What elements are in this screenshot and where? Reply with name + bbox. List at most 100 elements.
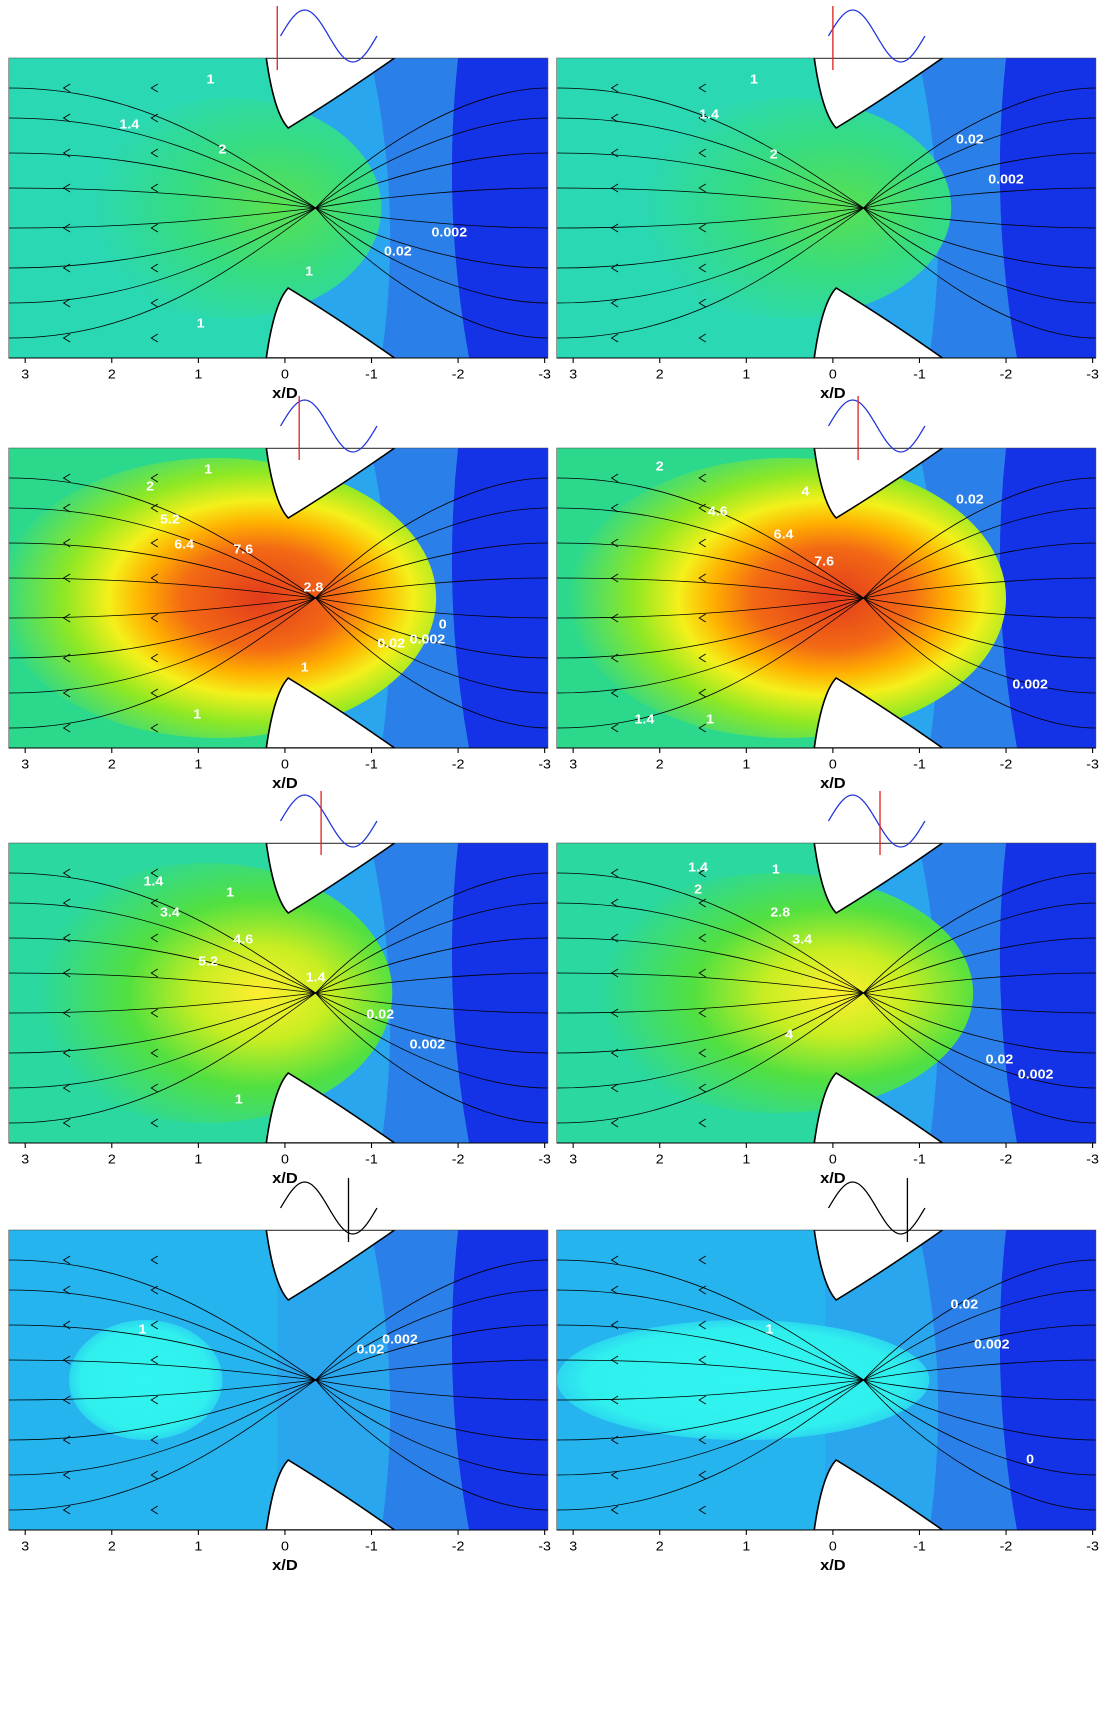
contour-label: 1 xyxy=(765,1322,773,1336)
arrowhead xyxy=(610,1505,619,1515)
nozzle-top xyxy=(265,58,396,129)
arrowhead xyxy=(698,1008,707,1018)
contour-label: 1 xyxy=(301,660,309,674)
contour-label: 2.8 xyxy=(304,580,324,594)
contour-label: 2 xyxy=(146,479,154,493)
x-tick-label: -2 xyxy=(1000,1539,1013,1553)
field-core xyxy=(556,1320,930,1440)
nozzle-bottom xyxy=(265,1459,396,1530)
arrowhead xyxy=(610,868,619,878)
nozzle-bottom xyxy=(813,1459,944,1530)
x-tick-label: 3 xyxy=(569,367,577,381)
arrowhead xyxy=(698,473,707,483)
plot-area xyxy=(8,58,548,358)
contour-label: 0.002 xyxy=(432,225,468,239)
arrowhead xyxy=(62,1048,71,1058)
x-tick-label: -2 xyxy=(452,1539,465,1553)
streamline xyxy=(556,207,1096,339)
x-tick-label: -2 xyxy=(1000,367,1013,381)
arrowhead xyxy=(62,148,71,158)
x-tick-label: -3 xyxy=(538,1539,551,1553)
arrowhead xyxy=(610,1435,619,1445)
contour-label: 2 xyxy=(219,142,227,156)
x-tick-label: -1 xyxy=(913,367,926,381)
arrowhead xyxy=(150,1118,159,1128)
arrowhead xyxy=(62,83,71,93)
nozzle-top xyxy=(813,843,944,914)
x-tick-label: 0 xyxy=(829,1539,837,1553)
contour-label: 1.4 xyxy=(144,874,164,888)
arrowhead xyxy=(698,1255,707,1265)
arrowhead xyxy=(62,1505,71,1515)
streamline xyxy=(8,992,548,1124)
arrowhead xyxy=(62,688,71,698)
plot-area xyxy=(8,1230,548,1530)
arrowhead xyxy=(62,968,71,978)
arrowhead xyxy=(62,1395,71,1405)
x-tick-label: -2 xyxy=(452,1152,465,1166)
streamline xyxy=(8,1379,548,1401)
x-tick-label: 0 xyxy=(829,1152,837,1166)
arrowhead xyxy=(698,613,707,623)
x-tick-label: -2 xyxy=(1000,1152,1013,1166)
arrowhead xyxy=(150,868,159,878)
contour-label: 5.2 xyxy=(160,512,180,526)
streamline xyxy=(8,577,548,599)
arrowhead xyxy=(150,1048,159,1058)
contour-label: 1.4 xyxy=(634,712,654,726)
panel: 1.4 1 2 2.83.4 4 0.02 0.002 3 2 1 0 -1 -2 -3 x/D xyxy=(556,791,1099,1187)
phase-sine xyxy=(827,1181,926,1235)
x-tick-label: 2 xyxy=(656,367,664,381)
arrowhead xyxy=(150,298,159,308)
contour-label: 4.6 xyxy=(233,932,253,946)
contour-label: 0.002 xyxy=(1018,1067,1054,1081)
arrowhead xyxy=(150,968,159,978)
contour-label: 1 xyxy=(235,1092,243,1106)
streamline xyxy=(8,597,548,619)
field-right xyxy=(451,1230,548,1530)
field-band xyxy=(918,1230,1017,1530)
arrowhead xyxy=(62,1083,71,1093)
arrowhead xyxy=(62,503,71,513)
contour-label: 0.02 xyxy=(366,1007,394,1021)
streamline xyxy=(556,1379,1096,1401)
arrowhead xyxy=(62,473,71,483)
arrowhead xyxy=(150,223,159,233)
plot-area xyxy=(8,843,548,1143)
arrowhead xyxy=(698,1285,707,1295)
arrowhead xyxy=(150,473,159,483)
contour-label: 0.02 xyxy=(357,1342,385,1356)
contour-label: 0.002 xyxy=(410,1037,446,1051)
field-right xyxy=(999,448,1096,748)
arrowhead xyxy=(62,868,71,878)
arrowhead xyxy=(698,83,707,93)
arrowhead xyxy=(610,688,619,698)
streamline xyxy=(556,1379,1096,1511)
field-right xyxy=(999,843,1096,1143)
arrowhead xyxy=(610,933,619,943)
streamline xyxy=(8,187,548,209)
x-tick-label: 0 xyxy=(829,757,837,771)
nozzle-top xyxy=(265,448,396,519)
contour-label: 0.002 xyxy=(974,1337,1010,1351)
contour-label: 1 xyxy=(139,1322,147,1336)
arrowhead xyxy=(698,1355,707,1365)
arrowhead xyxy=(610,1285,619,1295)
arrowhead xyxy=(150,1008,159,1018)
streamline xyxy=(8,992,548,1014)
arrowhead xyxy=(150,1355,159,1365)
field-core xyxy=(578,873,974,1113)
arrowhead xyxy=(62,1255,71,1265)
phase-sine xyxy=(279,9,378,63)
x-tick-label: 3 xyxy=(569,1152,577,1166)
arrowhead xyxy=(62,1285,71,1295)
arrowhead xyxy=(62,223,71,233)
contour-label: 1 xyxy=(772,862,780,876)
streamline xyxy=(8,1359,548,1381)
x-axis-label: x/D xyxy=(820,386,846,402)
arrowhead xyxy=(62,1320,71,1330)
arrowhead xyxy=(150,113,159,123)
x-tick-label: 1 xyxy=(742,367,750,381)
contour-label: 0.02 xyxy=(986,1052,1014,1066)
contour-label: 2 xyxy=(694,882,702,896)
